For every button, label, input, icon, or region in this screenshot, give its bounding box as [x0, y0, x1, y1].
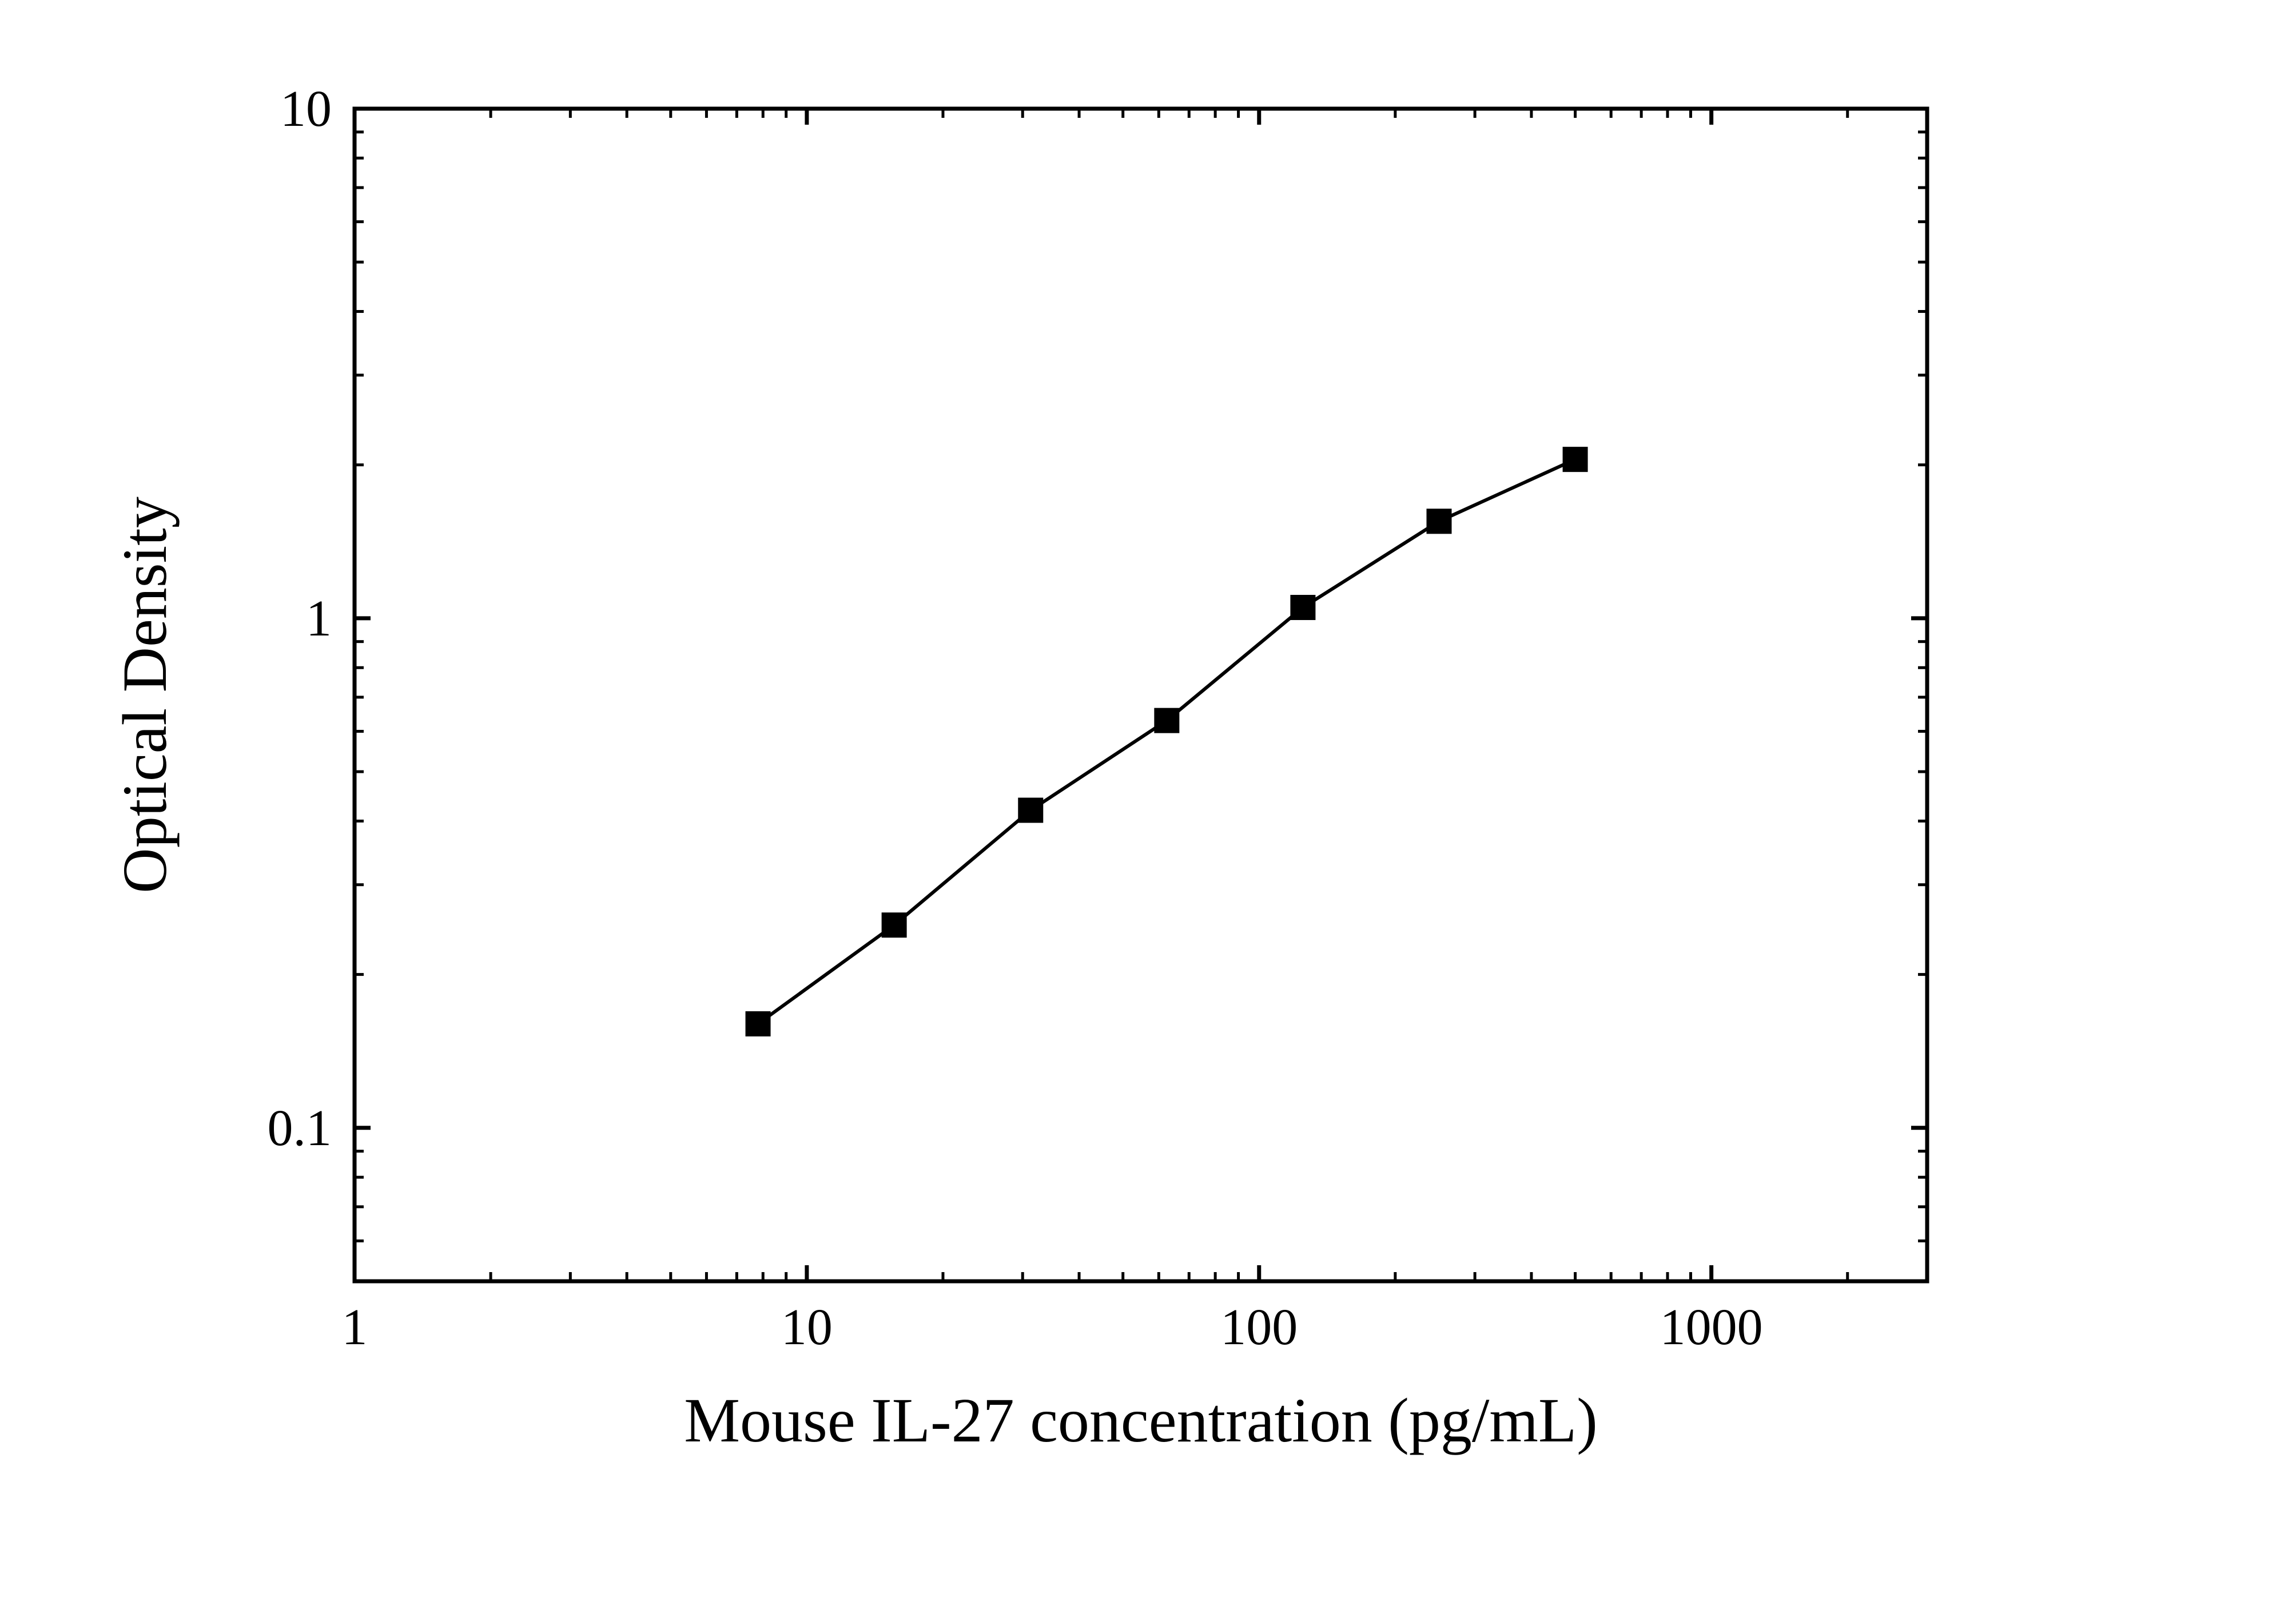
x-tick-label: 100 — [1220, 1299, 1298, 1356]
y-tick-label: 0.1 — [268, 1100, 332, 1157]
y-tick-label: 10 — [280, 81, 332, 137]
data-marker — [1154, 708, 1179, 733]
data-marker — [1018, 798, 1043, 823]
data-marker — [1563, 447, 1588, 472]
y-tick-label: 1 — [306, 590, 332, 647]
x-tick-label: 10 — [781, 1299, 833, 1356]
x-axis-label: Mouse IL-27 concentration (pg/mL) — [684, 1385, 1598, 1455]
data-marker — [746, 1011, 771, 1036]
x-tick-label: 1000 — [1660, 1299, 1763, 1356]
chart-container: 1 10 100 1000 0.1 1 10 Mouse IL-27 concentratio… — [0, 0, 2296, 1605]
chart-svg: 1 10 100 1000 0.1 1 10 Mouse IL-27 concentratio… — [0, 0, 2296, 1605]
x-tick-label: 1 — [342, 1299, 368, 1356]
data-marker — [882, 912, 907, 937]
data-marker — [1426, 508, 1451, 534]
y-axis-label: Optical Density — [110, 496, 180, 893]
data-marker — [1290, 595, 1315, 620]
